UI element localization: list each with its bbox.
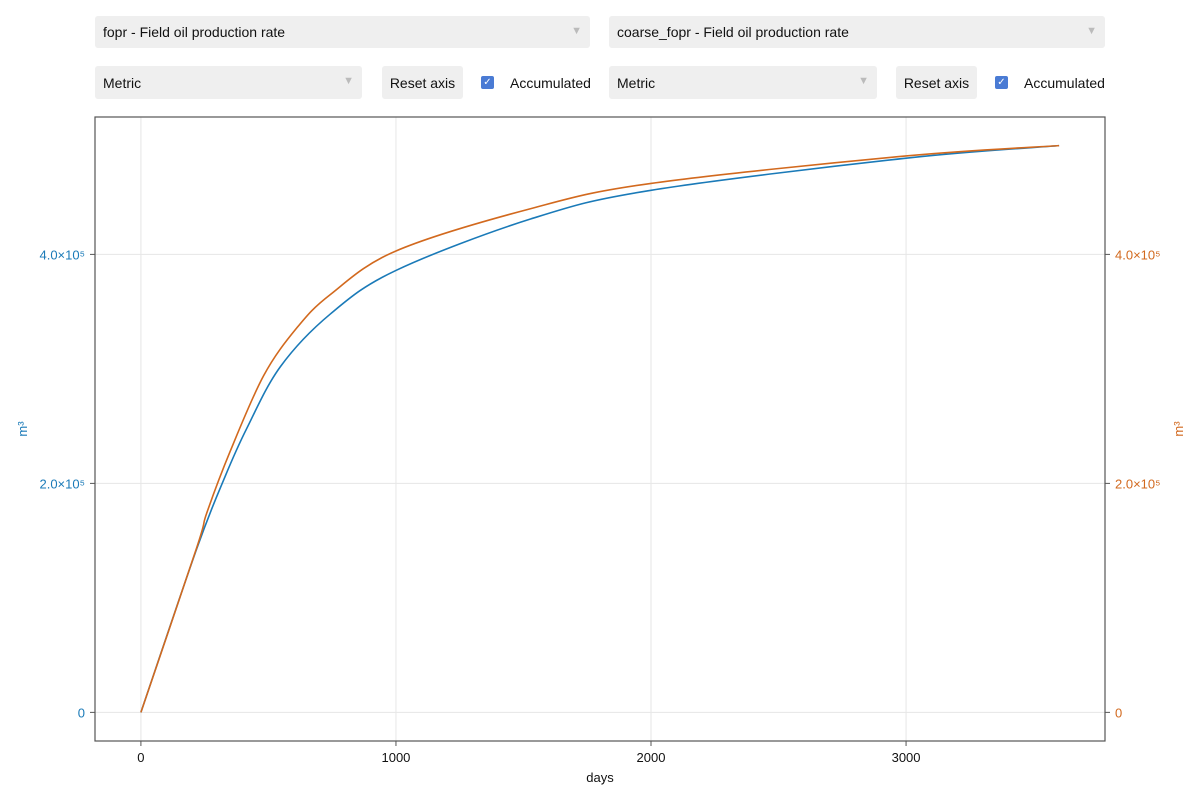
reset-axis-button-left[interactable]: Reset axis <box>382 66 463 99</box>
accumulated-checkbox-left[interactable]: ✓ <box>481 76 494 89</box>
units-dropdown-left-value: Metric <box>103 74 142 91</box>
triangle-down-icon: ▼ <box>858 75 869 87</box>
x-tick-label: 3000 <box>892 750 921 765</box>
variable-dropdown-left-value: fopr - Field oil production rate <box>103 24 286 40</box>
accumulated-label-left: Accumulated <box>510 75 591 91</box>
y-axis-label-right: m³ <box>1171 421 1186 437</box>
triangle-down-icon: ▼ <box>571 25 582 37</box>
x-tick-label: 1000 <box>381 750 410 765</box>
y-tick-label-right: 2.0×10⁵ <box>1115 476 1161 491</box>
variable-dropdown-left[interactable]: fopr - Field oil production rate ▼ <box>95 16 590 48</box>
y-tick-label-left: 4.0×10⁵ <box>39 247 85 262</box>
triangle-down-icon: ▼ <box>1086 25 1097 37</box>
y-tick-label-right: 0 <box>1115 705 1122 720</box>
reset-axis-button-right[interactable]: Reset axis <box>896 66 977 99</box>
x-tick-label: 2000 <box>637 750 666 765</box>
variable-dropdown-right-value: coarse_fopr - Field oil production rate <box>617 24 849 40</box>
plot-frame <box>94 116 1106 742</box>
accumulated-checkbox-right[interactable]: ✓ <box>995 76 1008 89</box>
y-axis-label-left: m³ <box>15 421 30 437</box>
y-tick-label-right: 4.0×10⁵ <box>1115 247 1161 262</box>
x-tick-label: 0 <box>137 750 144 765</box>
y-tick-label-left: 0 <box>78 705 85 720</box>
units-dropdown-left[interactable]: Metric ▼ <box>95 66 362 99</box>
triangle-down-icon: ▼ <box>343 75 354 87</box>
units-dropdown-right-value: Metric <box>617 74 656 91</box>
series-line-right <box>140 144 1060 713</box>
variable-dropdown-right[interactable]: coarse_fopr - Field oil production rate ▼ <box>609 16 1105 48</box>
y-tick-label-left: 2.0×10⁵ <box>39 476 85 491</box>
accumulated-label-right: Accumulated <box>1024 75 1105 91</box>
units-dropdown-right[interactable]: Metric ▼ <box>609 66 877 99</box>
series-line-left <box>140 144 1060 713</box>
x-axis-label: days <box>586 770 614 785</box>
